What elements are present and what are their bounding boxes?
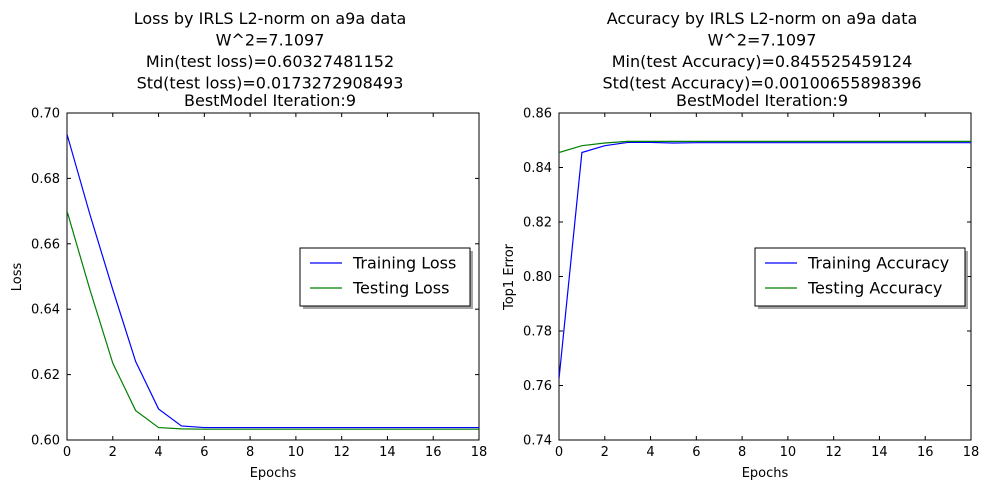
loss-legend-label-2: Testing Loss	[352, 279, 449, 298]
loss-chart-title-line-3: Min(test loss)=0.60327481152	[146, 52, 394, 71]
accuracy-x-tick-label: 2	[601, 445, 609, 460]
accuracy-y-tick-label: 0.74	[523, 434, 552, 449]
loss-x-tick-label: 2	[109, 445, 117, 460]
loss-y-axis-label: Loss	[10, 263, 25, 292]
loss-y-tick-label: 0.70	[31, 107, 60, 122]
accuracy-y-tick-label: 0.78	[523, 325, 552, 340]
loss-axes-frame	[66, 112, 480, 441]
loss-x-tick-label: 14	[379, 445, 396, 460]
loss-x-tick-label: 8	[246, 445, 254, 460]
accuracy-legend-label-1: Training Accuracy	[807, 254, 949, 273]
accuracy-series-line-2	[559, 140, 971, 154]
accuracy-y-tick-label: 0.86	[523, 107, 552, 122]
accuracy-x-tick-label: 10	[780, 445, 797, 460]
loss-y-tick-label: 0.60	[31, 434, 60, 449]
loss-y-tick-label: 0.68	[31, 172, 60, 187]
loss-chart-title-line-4: Std(test loss)=0.0173272908493	[137, 74, 404, 93]
accuracy-x-tick-label: 0	[555, 445, 563, 460]
loss-x-tick-label: 12	[333, 445, 350, 460]
accuracy-x-tick-label: 6	[692, 445, 700, 460]
accuracy-legend-label-2: Testing Accuracy	[807, 279, 942, 298]
accuracy-chart-title-line-2: W^2=7.1097	[708, 31, 817, 50]
accuracy-chart-title-line-4: Std(test Accuracy)=0.00100655898396	[602, 74, 921, 93]
accuracy-x-tick-label: 12	[825, 445, 842, 460]
accuracy-x-axis-label: Epochs	[742, 466, 789, 481]
loss-y-tick-label: 0.64	[31, 303, 60, 318]
loss-plot-area: 0 2 4 6 8 10 12 14 16 18 0.60 0.62 0.64 0.66 0.68 0.70 T…	[31, 107, 487, 461]
loss-x-axis-label: Epochs	[250, 466, 297, 481]
accuracy-y-tick-label: 0.80	[523, 270, 552, 285]
accuracy-chart-title-line-3: Min(test Accuracy)=0.845525459124	[612, 52, 913, 71]
accuracy-y-axis-label: Top1 Error	[502, 243, 517, 311]
loss-legend-label-1: Training Loss	[352, 254, 456, 273]
loss-legend: Training Loss Testing Loss	[299, 247, 473, 309]
accuracy-x-tick-label: 18	[963, 445, 980, 460]
loss-x-tick-label: 4	[154, 445, 162, 460]
accuracy-chart: Accuracy by IRLS L2-norm on a9a data W^2…	[502, 9, 979, 481]
accuracy-x-tick-label: 16	[917, 445, 934, 460]
loss-series-line-2	[67, 210, 479, 430]
accuracy-x-tick-label: 4	[646, 445, 654, 460]
loss-x-tick-label: 0	[63, 445, 71, 460]
accuracy-legend-box	[754, 247, 966, 307]
accuracy-y-tick-label: 0.84	[523, 161, 552, 176]
accuracy-x-tick-label: 14	[871, 445, 888, 460]
accuracy-legend: Training Accuracy Testing Accuracy	[754, 247, 968, 309]
loss-chart-title-line-5: BestModel Iteration:9	[184, 91, 356, 110]
accuracy-chart-title-line-5: BestModel Iteration:9	[676, 91, 848, 110]
loss-legend-box	[299, 247, 471, 307]
loss-x-tick-label: 16	[425, 445, 442, 460]
loss-x-tick-label: 6	[200, 445, 208, 460]
accuracy-x-tick-label: 8	[738, 445, 746, 460]
loss-chart: Loss by IRLS L2-norm on a9a data W^2=7.1…	[10, 9, 487, 481]
loss-chart-title-line-1: Loss by IRLS L2-norm on a9a data	[134, 9, 407, 28]
loss-y-tick-label: 0.66	[31, 237, 60, 252]
loss-y-tick-label: 0.62	[31, 368, 60, 383]
accuracy-y-tick-label: 0.76	[523, 379, 552, 394]
accuracy-series-line-1	[559, 141, 971, 379]
accuracy-plot-area: 0 2 4 6 8 10 12 14 16 18 0.74 0.76 0.78 0.80 0.82 0.84 0…	[523, 107, 979, 461]
accuracy-y-tick-label: 0.82	[523, 216, 552, 231]
accuracy-chart-title-line-1: Accuracy by IRLS L2-norm on a9a data	[607, 9, 918, 28]
loss-x-tick-label: 18	[471, 445, 488, 460]
loss-x-tick-label: 10	[288, 445, 305, 460]
loss-chart-title-line-2: W^2=7.1097	[216, 31, 325, 50]
loss-series-line-1	[67, 134, 479, 429]
